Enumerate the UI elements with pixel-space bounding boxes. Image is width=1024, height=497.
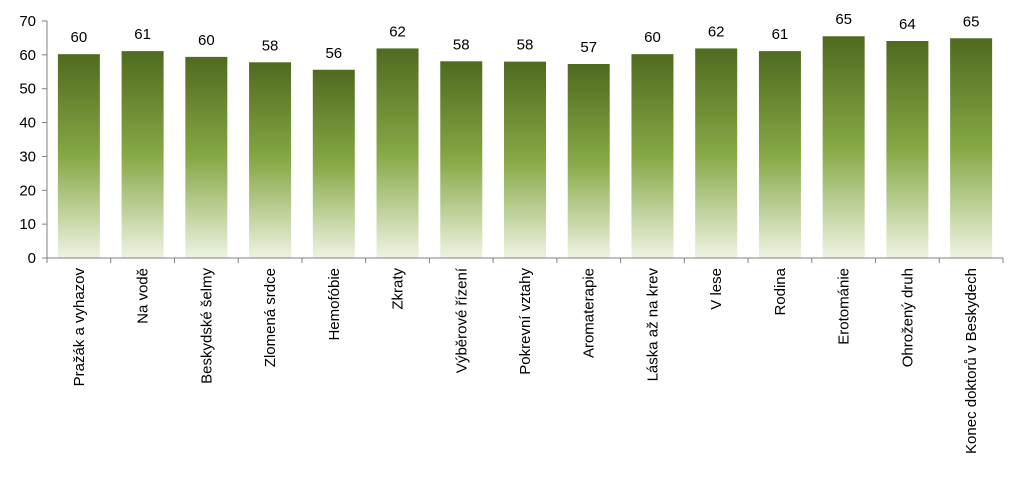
bars <box>57 36 993 259</box>
bar <box>631 54 674 259</box>
data-label: 65 <box>835 11 852 28</box>
y-tick-label: 60 <box>19 47 36 64</box>
bar <box>57 54 100 259</box>
data-label: 58 <box>453 36 470 53</box>
data-labels: 60 61 60 58 56 62 58 58 57 60 62 61 65 64 65 <box>71 11 980 62</box>
category-label: V lese <box>708 268 725 310</box>
y-tick-label: 0 <box>28 250 36 267</box>
data-label: 61 <box>772 26 789 43</box>
bar <box>440 61 483 258</box>
category-label: Hemofóbie <box>326 268 343 341</box>
bar <box>886 40 929 259</box>
category-labels: Pražák a vyhazov Na vodě Beskydské šelmy Zl… <box>71 267 980 454</box>
y-tick-label: 70 <box>19 13 36 30</box>
data-label: 62 <box>708 23 725 40</box>
bar <box>376 48 419 258</box>
data-label: 58 <box>262 37 279 54</box>
bar <box>312 69 355 258</box>
category-label: Rodina <box>772 267 789 315</box>
bar <box>950 38 993 258</box>
y-tick-label: 20 <box>19 182 36 199</box>
bar <box>249 62 292 259</box>
y-tick-label: 30 <box>19 148 36 165</box>
category-label: Pokrevní vztahy <box>517 268 534 375</box>
axes <box>42 20 1004 263</box>
data-label: 58 <box>517 37 534 54</box>
data-label: 65 <box>963 13 980 30</box>
data-label: 64 <box>899 16 916 33</box>
bar <box>567 63 610 259</box>
data-label: 56 <box>325 45 342 62</box>
y-axis-ticks: 0 10 20 30 40 50 60 70 <box>19 13 36 267</box>
y-tick-label: 50 <box>19 81 36 98</box>
data-label: 60 <box>198 32 215 49</box>
y-tick-label: 10 <box>19 216 36 233</box>
bar <box>185 56 228 258</box>
category-label: Beskydské šelmy <box>198 268 215 384</box>
category-label: Výběrové řízení <box>453 267 470 373</box>
bar <box>822 36 865 258</box>
data-label: 61 <box>134 26 151 43</box>
bar <box>695 48 738 258</box>
category-label: Erotománie <box>836 268 853 345</box>
category-label: Na vodě <box>135 268 152 324</box>
data-label: 57 <box>580 39 597 56</box>
category-label: Ohrožený druh <box>899 268 916 367</box>
bar <box>121 51 164 258</box>
category-label: Aromaterapie <box>581 268 598 358</box>
category-label: Konec doktorů v Beskydech <box>963 268 980 454</box>
category-label: Pražák a vyhazov <box>71 268 88 387</box>
data-label: 60 <box>71 29 88 46</box>
y-tick-label: 40 <box>19 115 36 132</box>
category-label: Láska až na krev <box>644 268 661 382</box>
category-label: Zlomená srdce <box>262 268 279 367</box>
bar <box>504 61 546 258</box>
bar <box>758 51 801 258</box>
data-label: 62 <box>389 23 406 40</box>
data-label: 60 <box>644 29 661 46</box>
category-label: Zkraty <box>390 268 407 310</box>
